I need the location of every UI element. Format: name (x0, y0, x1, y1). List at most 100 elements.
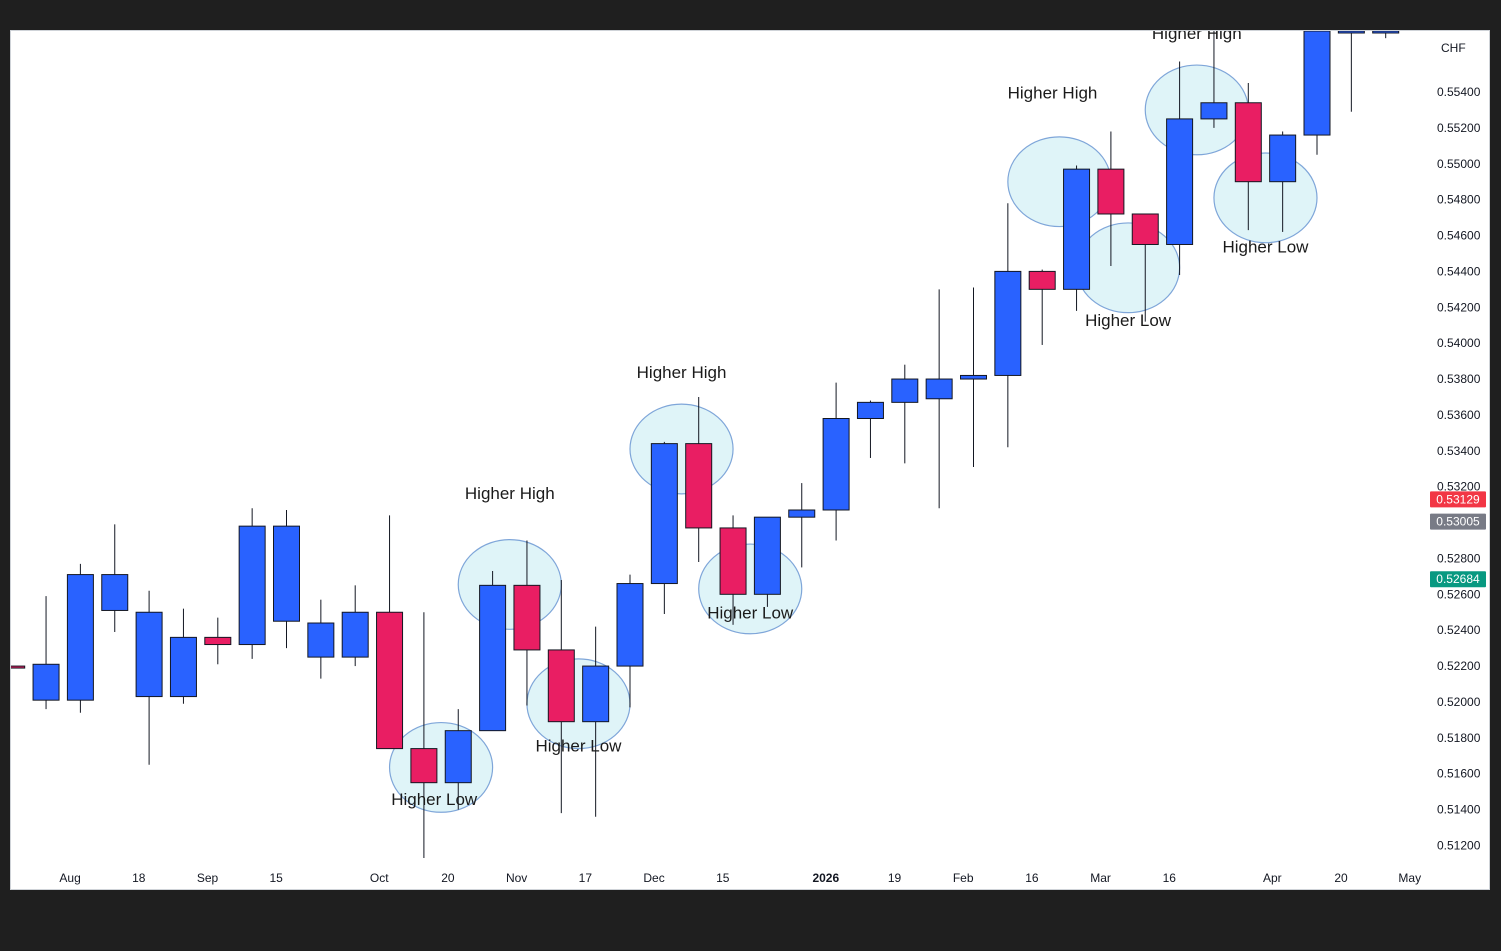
price-tick-label: 0.52000 (1437, 695, 1481, 709)
bullish-candle (856, 401, 884, 420)
highlight-circle (526, 658, 631, 750)
time-tick-label: May (1398, 871, 1421, 885)
price-tick-label: 0.51800 (1437, 731, 1481, 745)
bullish-candle (135, 611, 163, 698)
bullish-candle (238, 525, 266, 646)
bearish-candle (204, 636, 232, 646)
price-badge-label: 0.53129 (1436, 492, 1480, 506)
bearish-candle (1097, 168, 1125, 215)
bullish-candle (169, 636, 197, 698)
bullish-candle (307, 622, 335, 658)
price-badge (1430, 571, 1486, 588)
bearish-candle (1028, 270, 1056, 290)
bullish-candle (960, 374, 987, 380)
time-axis[interactable]: Aug 18 Sep 15 Oct 20 Nov 17 Dec 15 2026 19 Feb 16 Mar 1… (59, 871, 1421, 885)
price-tick-label: 0.52800 (1437, 551, 1481, 565)
time-tick-label: 2026 (812, 871, 839, 885)
annotation-label: Higher Low (1085, 311, 1172, 330)
price-tick-label: 0.54400 (1437, 264, 1481, 278)
price-tick-label: 0.55000 (1437, 157, 1481, 171)
price-badge (1430, 491, 1486, 508)
bearish-candle (1131, 213, 1159, 245)
annotation-label: Higher Low (535, 736, 622, 755)
time-tick-label: 18 (132, 871, 146, 885)
bullish-candle (66, 574, 94, 701)
time-tick-label: Oct (370, 871, 389, 885)
bullish-candle (994, 270, 1022, 376)
time-tick-label: Dec (643, 871, 664, 885)
price-tick-label: 0.55400 (1437, 85, 1481, 99)
price-tick-label: 0.54600 (1437, 229, 1481, 243)
bullish-candle (273, 525, 300, 622)
time-tick-label: 16 (1025, 871, 1039, 885)
annotation-label: Higher Low (1222, 238, 1309, 257)
bearish-candle (1234, 102, 1262, 183)
highlight-circle (1213, 152, 1318, 244)
price-badges: 0.53129 0.53005 0.52684 (1430, 491, 1486, 588)
bullish-candle (582, 665, 610, 723)
price-tick-label: 0.53400 (1437, 444, 1481, 458)
currency-label: CHF (1441, 41, 1466, 55)
time-tick-label: Feb (953, 871, 974, 885)
price-tick-label: 0.53600 (1437, 408, 1481, 422)
highlight-circle (457, 538, 562, 630)
bullish-candle (444, 730, 472, 784)
annotation-label: Higher High (1152, 31, 1242, 43)
highlight-circle (1144, 64, 1249, 156)
highlight-circle (1007, 136, 1112, 228)
annotations-layer: Higher Low Higher High Higher Low Higher Hi… (391, 31, 1309, 809)
price-tick-label: 0.52400 (1437, 623, 1481, 637)
price-tick-label: 0.54200 (1437, 300, 1481, 314)
price-tick-label: 0.54000 (1437, 336, 1481, 350)
time-tick-label: 20 (1334, 871, 1348, 885)
bearish-candle (513, 584, 541, 651)
bearish-candle (11, 665, 26, 669)
time-tick-label: 19 (888, 871, 902, 885)
price-tick-label: 0.52200 (1437, 659, 1481, 673)
annotation-label: Higher Low (391, 790, 478, 809)
price-tick-label: 0.55200 (1437, 121, 1481, 135)
bearish-candle (547, 649, 575, 723)
bullish-candle (1269, 134, 1297, 183)
highlight-circle (629, 403, 734, 495)
bullish-candle (341, 611, 369, 658)
bullish-candle (788, 509, 816, 518)
price-tick-label: 0.51400 (1437, 803, 1481, 817)
price-badge (1430, 513, 1486, 530)
bullish-candle (101, 574, 129, 611)
annotation-label: Higher High (1008, 83, 1098, 102)
annotation-label: Higher High (637, 363, 727, 382)
time-tick-label: Apr (1263, 871, 1282, 885)
time-tick-label: 16 (1163, 871, 1177, 885)
bullish-candle (822, 418, 850, 511)
highlight-circle (1075, 222, 1181, 314)
time-tick-label: 17 (579, 871, 593, 885)
bullish-candle (1063, 168, 1091, 290)
bullish-candle (1200, 102, 1228, 120)
price-axis[interactable]: 0.55400 0.55200 0.55000 0.54800 0.54600 0.544… (1437, 85, 1481, 852)
bearish-candle (376, 611, 404, 750)
bullish-candle (1337, 31, 1365, 34)
price-tick-label: 0.51600 (1437, 767, 1481, 781)
bullish-candle (891, 378, 919, 403)
price-badge-label: 0.53005 (1436, 515, 1480, 529)
time-tick-label: Sep (197, 871, 219, 885)
bullish-candle (1166, 118, 1194, 245)
price-tick-label: 0.52600 (1437, 587, 1481, 601)
bullish-candle (479, 584, 507, 732)
annotation-label: Higher Low (707, 604, 794, 623)
bearish-candle (410, 748, 438, 784)
bullish-candle (650, 443, 678, 585)
price-tick-label: 0.54800 (1437, 193, 1481, 207)
time-tick-label: 15 (716, 871, 730, 885)
candlestick-chart: Higher Low Higher High Higher Low Higher Hi… (11, 31, 1486, 885)
price-badge-label: 0.52684 (1436, 572, 1480, 586)
candles-layer (11, 31, 1400, 859)
bullish-candle (1372, 31, 1400, 34)
time-tick-label: 20 (441, 871, 455, 885)
bearish-candle (719, 527, 747, 595)
time-tick-label: Aug (59, 871, 80, 885)
time-tick-label: Mar (1090, 871, 1111, 885)
annotation-label: Higher High (465, 484, 555, 503)
bullish-candle (32, 663, 60, 701)
